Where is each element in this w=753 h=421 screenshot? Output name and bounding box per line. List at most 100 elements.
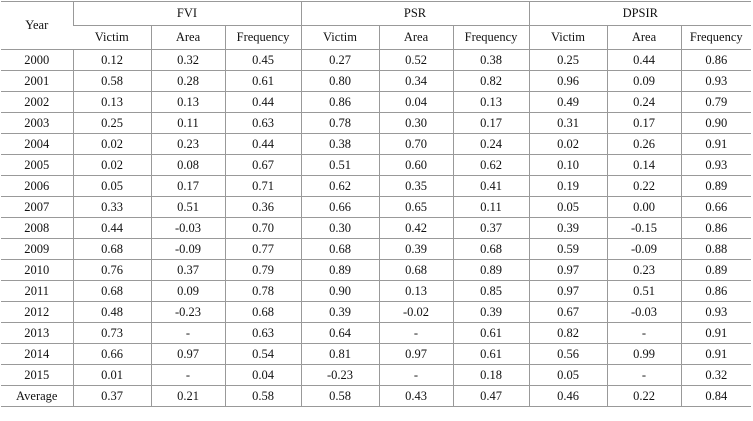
table-row: 2002 0.13 0.13 0.44 0.86 0.04 0.13 0.49 0.24 0.79 [1, 91, 752, 113]
value-cell: 0.31 [528, 112, 608, 134]
value-cell: 0.68 [224, 301, 302, 323]
table-row: 2007 0.33 0.51 0.36 0.66 0.65 0.11 0.05 0.00 0.66 [1, 196, 752, 218]
value-cell: 0.38 [452, 49, 530, 71]
value-cell: 0.76 [72, 259, 151, 281]
value-cell: 0.44 [224, 133, 302, 155]
value-cell: 0.61 [452, 322, 530, 344]
value-cell: -0.09 [606, 238, 682, 260]
value-cell: 0.68 [72, 280, 151, 302]
value-cell: 0.04 [224, 364, 302, 386]
value-cell: 0.14 [606, 154, 682, 176]
value-cell: 0.39 [452, 301, 530, 323]
value-cell: 0.79 [224, 259, 302, 281]
value-cell: 0.67 [224, 154, 302, 176]
table-row: 2015 0.01-0.04 -0.23-0.18 0.05-0.32 [1, 364, 752, 386]
value-cell: 0.37 [72, 385, 151, 407]
table-row: 2009 0.68 -0.09 0.77 0.68 0.39 0.68 0.59 -0.09 0.… [1, 238, 752, 260]
value-cell: 0.91 [680, 322, 752, 344]
value-cell: 0.11 [452, 196, 530, 218]
year-cell: 2014 [1, 343, 73, 365]
value-cell: 0.62 [300, 175, 380, 197]
value-cell: 0.86 [680, 49, 752, 71]
value-cell: 0.23 [150, 133, 225, 155]
table-body: 2000 0.12 0.32 0.45 0.27 0.52 0.38 0.25 0.44 0.86… [1, 49, 752, 407]
value-cell: 0.58 [72, 70, 151, 92]
value-cell: 0.58 [224, 385, 302, 407]
value-cell: 0.17 [150, 175, 225, 197]
value-cell: 0.24 [606, 91, 682, 113]
value-cell: 0.25 [528, 49, 608, 71]
year-cell: 2013 [1, 322, 73, 344]
value-cell: 0.61 [452, 343, 530, 365]
value-cell: 0.17 [606, 112, 682, 134]
value-cell: 0.11 [150, 112, 225, 134]
value-cell: 0.82 [452, 70, 530, 92]
value-cell: 0.86 [680, 217, 752, 239]
value-cell: 0.63 [224, 112, 302, 134]
value-cell: 0.34 [378, 70, 454, 92]
value-cell: - [606, 364, 682, 386]
value-cell: 0.97 [528, 280, 608, 302]
value-cell: 0.89 [680, 259, 752, 281]
year-cell: Average [1, 385, 73, 407]
value-cell: 0.35 [378, 175, 454, 197]
value-cell: 0.02 [528, 133, 608, 155]
value-cell: 0.01 [72, 364, 151, 386]
value-cell: 0.22 [606, 385, 682, 407]
value-cell: 0.32 [150, 49, 225, 71]
value-cell: 0.66 [680, 196, 752, 218]
subheader-victim: Victim [528, 25, 608, 50]
value-cell: 0.93 [680, 154, 752, 176]
value-cell: 0.10 [528, 154, 608, 176]
value-cell: 0.64 [300, 322, 380, 344]
value-cell: 0.13 [72, 91, 151, 113]
value-cell: 0.89 [680, 175, 752, 197]
value-cell: 0.39 [528, 217, 608, 239]
value-cell: 0.39 [300, 301, 380, 323]
year-header: Year [1, 1, 73, 50]
table-row: 2003 0.25 0.11 0.63 0.78 0.30 0.17 0.31 0.17 0.90 [1, 112, 752, 134]
value-cell: 0.89 [300, 259, 380, 281]
year-cell: 2003 [1, 112, 73, 134]
table-row: 2006 0.05 0.17 0.71 0.62 0.35 0.41 0.19 0.22 0.89 [1, 175, 752, 197]
value-cell: 0.68 [300, 238, 380, 260]
value-cell: 0.68 [378, 259, 454, 281]
value-cell: 0.13 [150, 91, 225, 113]
value-cell: 0.27 [300, 49, 380, 71]
table-row: 2011 0.68 0.09 0.78 0.90 0.13 0.85 0.97 0.51 0.86 [1, 280, 752, 302]
value-cell: 0.22 [606, 175, 682, 197]
value-cell: 0.02 [72, 133, 151, 155]
value-cell: 0.97 [378, 343, 454, 365]
value-cell: 0.09 [606, 70, 682, 92]
value-cell: 0.42 [378, 217, 454, 239]
value-cell: 0.37 [452, 217, 530, 239]
value-cell: 0.86 [300, 91, 380, 113]
year-cell: 2000 [1, 49, 73, 71]
value-cell: 0.41 [452, 175, 530, 197]
value-cell: 0.51 [300, 154, 380, 176]
subheader-frequency: Frequency [224, 25, 302, 50]
value-cell: 0.21 [150, 385, 225, 407]
value-cell: 0.37 [150, 259, 225, 281]
year-cell: 2004 [1, 133, 73, 155]
value-cell: 0.78 [224, 280, 302, 302]
year-cell: 2009 [1, 238, 73, 260]
value-cell: 0.38 [300, 133, 380, 155]
value-cell: 0.05 [528, 364, 608, 386]
year-cell: 2015 [1, 364, 73, 386]
value-cell: 0.46 [528, 385, 608, 407]
value-cell: 0.44 [606, 49, 682, 71]
value-cell: 0.97 [150, 343, 225, 365]
value-cell: 0.13 [378, 280, 454, 302]
value-cell: 0.54 [224, 343, 302, 365]
value-cell: 0.77 [224, 238, 302, 260]
value-cell: -0.09 [150, 238, 225, 260]
value-cell: 0.90 [680, 112, 752, 134]
value-cell: - [606, 322, 682, 344]
value-cell: 0.60 [378, 154, 454, 176]
value-cell: 0.24 [452, 133, 530, 155]
value-cell: 0.44 [72, 217, 151, 239]
value-cell: 0.02 [72, 154, 151, 176]
value-cell: 0.61 [224, 70, 302, 92]
value-cell: -0.03 [606, 301, 682, 323]
